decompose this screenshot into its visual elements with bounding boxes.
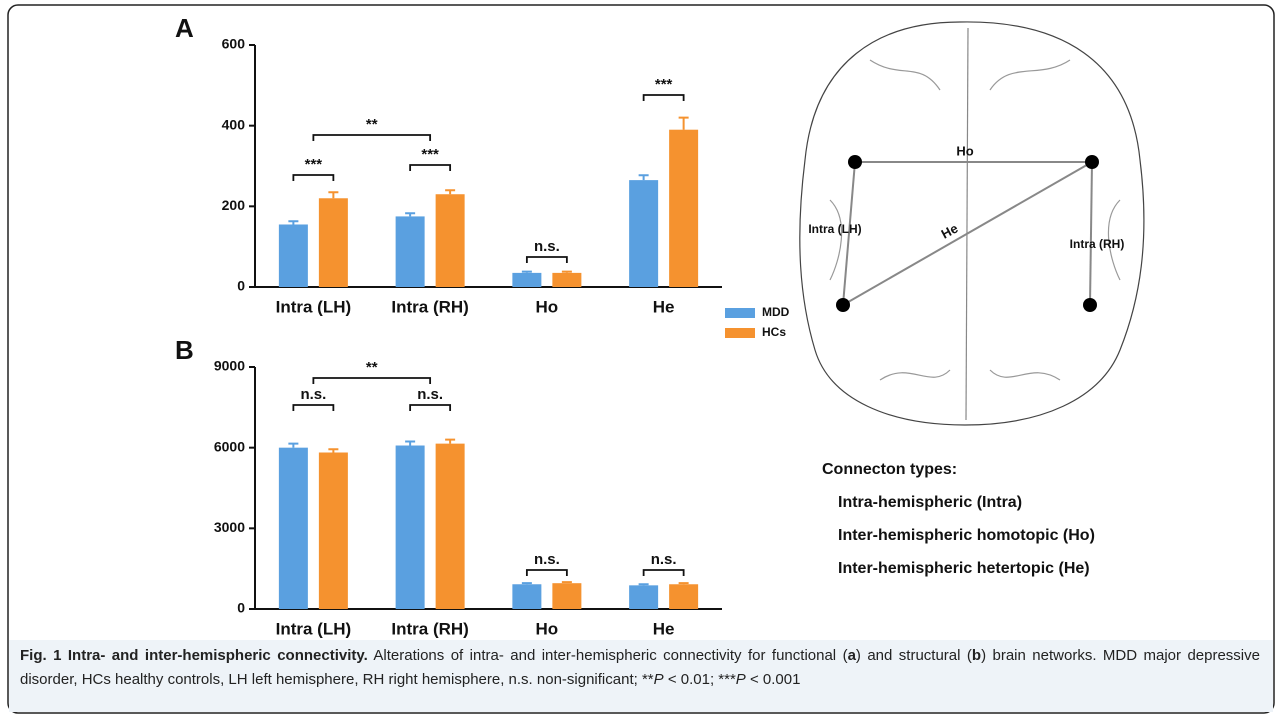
caption-text: < 0.01; ***	[664, 671, 736, 688]
diagram-label: Intra (RH)	[1070, 237, 1125, 251]
significance-bracket	[410, 165, 450, 171]
x-tick-label: He	[653, 619, 675, 638]
significance-bracket	[313, 135, 430, 141]
x-tick-label: Intra (LH)	[276, 619, 352, 638]
y-tick-label: 0	[237, 278, 245, 294]
y-tick-label: 3000	[214, 519, 245, 535]
page: Ho He Intra (LH) Intra (RH) Connecton ty…	[0, 0, 1282, 719]
bar	[396, 446, 425, 609]
caption: Fig. 1 Intra- and inter-hemispheric conn…	[20, 644, 1260, 692]
caption-text: < 0.001	[746, 671, 801, 688]
connection-type: Inter-hemispheric hetertopic (He)	[838, 560, 1090, 577]
diagram-label: Ho	[956, 143, 973, 158]
y-tick-label: 400	[222, 116, 246, 132]
bar	[669, 130, 698, 287]
legend-swatch	[725, 328, 755, 338]
caption-text: P	[654, 671, 664, 688]
connection-type: Intra-hemispheric (Intra)	[838, 494, 1022, 511]
panel-label: A	[175, 13, 194, 43]
significance-bracket	[644, 95, 684, 101]
caption-text: P	[736, 671, 746, 688]
significance-bracket	[410, 405, 450, 411]
caption-text: b	[972, 647, 981, 664]
diagram-label: Intra (LH)	[808, 222, 861, 236]
figure: Ho He Intra (LH) Intra (RH) Connecton ty…	[0, 0, 1282, 719]
caption-label: Fig. 1	[20, 647, 61, 664]
legend-label: MDD	[762, 305, 790, 319]
x-tick-label: He	[653, 297, 675, 316]
significance-label: ***	[421, 146, 439, 163]
error-bar	[445, 190, 455, 194]
bar	[436, 194, 465, 287]
significance-label: n.s.	[534, 551, 560, 568]
x-tick-label: Intra (RH)	[391, 619, 468, 638]
caption-title: Intra- and inter-hemispheric connectivit…	[68, 647, 368, 664]
caption-text: ) and structural (	[856, 647, 972, 664]
error-bar	[522, 583, 532, 584]
significance-label: ***	[305, 156, 323, 173]
bar	[396, 216, 425, 287]
bar	[552, 583, 581, 609]
legend-label: HCs	[762, 325, 786, 339]
connection-type: Inter-hemispheric homotopic (Ho)	[838, 527, 1095, 544]
significance-bracket	[527, 257, 567, 263]
error-bar	[445, 440, 455, 444]
significance-label: **	[366, 116, 378, 133]
bar	[279, 448, 308, 609]
y-tick-label: 600	[222, 36, 246, 52]
caption-text: a	[848, 647, 856, 664]
caption-text: Alterations of intra- and inter-hemisphe…	[373, 647, 847, 664]
panel-label: B	[175, 335, 194, 365]
error-bar	[679, 118, 689, 130]
error-bar	[522, 272, 532, 273]
bar	[436, 444, 465, 609]
significance-label: n.s.	[651, 551, 677, 568]
error-bar	[405, 441, 415, 445]
significance-bracket	[293, 175, 333, 181]
significance-label: ***	[655, 76, 673, 93]
error-bar	[562, 272, 572, 273]
error-bar	[562, 582, 572, 583]
bar	[512, 273, 541, 287]
significance-bracket	[527, 570, 567, 576]
x-tick-label: Intra (LH)	[276, 297, 352, 316]
y-tick-label: 9000	[214, 358, 245, 374]
x-tick-label: Ho	[536, 619, 559, 638]
significance-label: n.s.	[534, 238, 560, 255]
error-bar	[679, 583, 689, 584]
x-tick-label: Intra (RH)	[391, 297, 468, 316]
error-bar	[639, 584, 649, 585]
bar	[669, 584, 698, 609]
y-tick-label: 200	[222, 197, 246, 213]
error-bar	[405, 213, 415, 216]
significance-label: n.s.	[300, 386, 326, 403]
error-bar	[639, 175, 649, 180]
error-bar	[288, 221, 298, 224]
bar	[512, 584, 541, 609]
error-bar	[328, 449, 338, 452]
bar	[279, 224, 308, 287]
significance-bracket	[293, 405, 333, 411]
y-tick-label: 6000	[214, 438, 245, 454]
bar	[319, 453, 348, 609]
bar	[552, 273, 581, 287]
significance-label: **	[366, 359, 378, 376]
error-bar	[328, 192, 338, 198]
error-bar	[288, 444, 298, 448]
significance-bracket	[313, 378, 430, 384]
significance-bracket	[644, 570, 684, 576]
legend-swatch	[725, 308, 755, 318]
bar	[629, 180, 658, 287]
connection-types-title: Connecton types:	[822, 461, 957, 478]
bar	[629, 585, 658, 609]
y-tick-label: 0	[237, 600, 245, 616]
bar	[319, 198, 348, 287]
significance-label: n.s.	[417, 386, 443, 403]
x-tick-label: Ho	[536, 297, 559, 316]
